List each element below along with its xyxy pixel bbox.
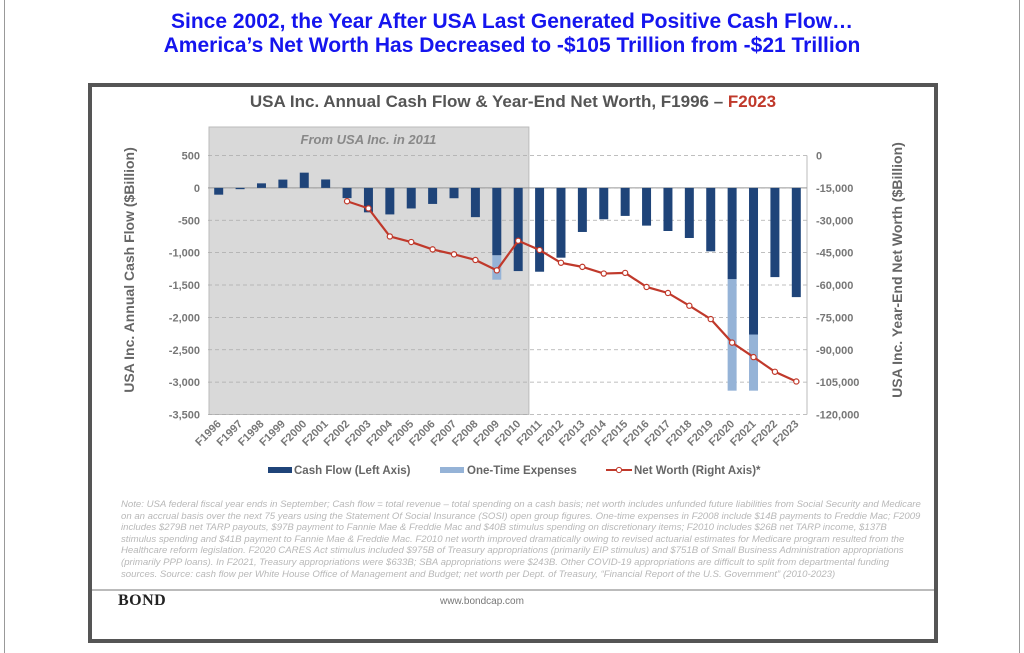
cash-flow-bar [642,187,652,226]
net-worth-point [472,256,479,264]
left-axis-title: USA Inc. Annual Cash Flow ($Billion) [121,147,137,393]
net-worth-point [728,339,736,346]
one-time-expense-bar [749,334,759,391]
bond-logo: BOND [118,592,167,609]
right-tick-label: 0 [816,151,822,163]
cash-flow-bar [385,187,395,215]
right-axis-title: USA Inc. Year-End Net Worth ($Billion) [889,142,905,398]
net-worth-point [408,238,415,246]
cash-flow-bar [535,187,545,272]
chart-title-text: USA Inc. Annual Cash Flow & Year-End Net… [249,92,724,111]
left-tick-label: -3,000 [169,377,200,389]
cash-flow-bar [214,187,224,195]
cash-flow-bar [235,187,245,190]
cash-flow-bar [256,183,266,188]
net-worth-point [536,246,543,254]
legend-swatch-one-time [440,467,464,473]
net-worth-point [793,378,800,385]
left-tick-label: -2,000 [169,312,200,324]
cash-flow-bar [770,187,780,278]
one-time-expense-bar [727,279,737,391]
cash-flow-bar [620,187,630,216]
net-worth-point [664,289,672,297]
cash-flow-bar [577,187,587,232]
legend-label-cash-flow: Cash Flow (Left Axis) [294,465,411,477]
cash-flow-bar [470,187,480,218]
net-worth-point [343,198,351,205]
right-tick-label: -75,000 [816,312,853,324]
cash-flow-bar [556,187,566,258]
chart-title-highlight: F2023 [727,92,777,111]
right-tick-label: -120,000 [816,410,859,422]
right-tick-label: -15,000 [816,183,853,195]
net-worth-point [365,205,372,212]
left-tick-label: -1,500 [169,280,200,292]
net-worth-point [514,237,522,244]
cash-flow-bar [363,187,373,213]
cash-flow-bar [684,187,694,238]
net-worth-point [686,302,693,309]
chart-title: USA Inc. Annual Cash Flow & Year-End Net… [88,92,938,112]
cash-flow-bar [342,187,352,199]
legend-label-one-time: One-Time Expenses [467,465,577,477]
net-worth-point [429,246,436,253]
net-worth-point [750,353,757,361]
cash-flow-bar [727,187,737,280]
page-edge-right [1019,0,1020,653]
left-tick-label: -500 [178,215,200,227]
left-tick-label: -2,500 [169,345,200,357]
right-tick-label: -90,000 [816,345,853,357]
cash-flow-bar [299,172,309,188]
cash-flow-bar [599,187,609,220]
net-worth-point [600,270,607,277]
net-worth-point [771,368,779,375]
historic-panel [208,126,530,415]
website-link[interactable]: www.bondcap.com [440,596,524,607]
right-tick-label: -60,000 [816,280,853,292]
net-worth-point [450,251,458,258]
right-tick-label: -30,000 [816,215,853,227]
footnote: Note: USA federal fiscal year ends in Se… [121,499,921,580]
cash-flow-bar [663,187,673,231]
cash-flow-bar [428,187,438,204]
right-tick-label: -105,000 [816,377,859,389]
left-tick-label: -1,000 [169,248,200,260]
net-worth-point [643,283,650,291]
left-tick-label: -3,500 [169,410,200,422]
cash-flow-bar [449,187,459,199]
page-edge-left [4,0,5,653]
cash-flow-bar [278,179,288,188]
legend-label-net-worth: Net Worth (Right Axis)* [634,465,761,477]
cash-flow-bar [406,187,416,209]
net-worth-point [707,315,714,323]
left-tick-label: 0 [194,183,200,195]
chart-frame [88,83,938,643]
cash-flow-bar [513,187,523,272]
headline-line-1: Since 2002, the Year After USA Last Gene… [171,10,853,33]
net-worth-point [386,233,394,240]
cash-flow-bar [321,179,331,188]
left-tick-label: 500 [182,151,200,163]
cash-flow-bar [706,187,716,252]
right-tick-label: -45,000 [816,248,853,260]
legend-swatch-cash-flow [268,467,292,473]
cash-flow-bar [791,187,801,298]
headline-line-2: America’s Net Worth Has Decreased to -$1… [163,34,861,57]
net-worth-point [493,267,501,274]
net-worth-point [621,269,629,277]
panel-label: From USA Inc. in 2011 [301,132,437,147]
net-worth-point [557,259,565,266]
net-worth-line [346,200,797,383]
legend-marker-net-worth [615,466,623,474]
net-worth-point [579,263,586,271]
footer-divider [92,589,934,591]
cash-flow-bar [492,187,502,256]
cash-flow-bar [749,187,759,335]
